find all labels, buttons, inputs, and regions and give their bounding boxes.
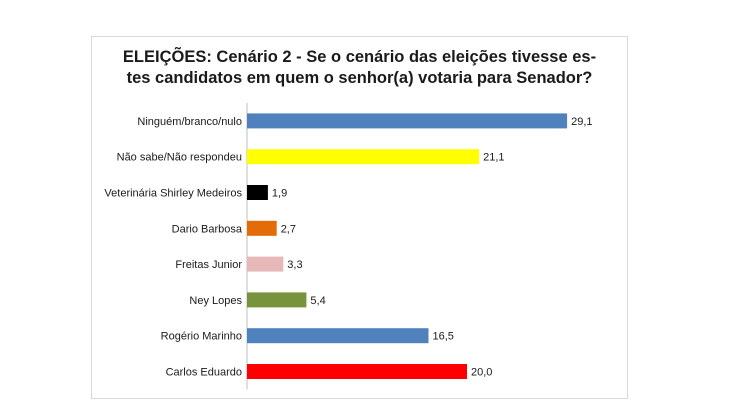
category-label: Não sabe/Não respondeu	[117, 152, 242, 164]
chart-title-line-2: tes candidatos em quem o senhor(a) votar…	[126, 69, 593, 87]
category-label: Carlos Eduardo	[166, 367, 242, 379]
bar	[247, 185, 268, 200]
bar	[247, 292, 307, 308]
bar	[247, 149, 480, 165]
data-label: 1,9	[272, 188, 287, 200]
chart-title: ELEIÇÕES: Cenário 2 - Se o cenário das e…	[91, 47, 628, 89]
bar	[247, 364, 467, 379]
data-label: 3,3	[287, 259, 302, 271]
category-label: Rogério Marinho	[161, 331, 242, 343]
data-label: 16,5	[433, 331, 454, 343]
data-label: 5,4	[310, 295, 325, 307]
data-label: 21,1	[483, 152, 504, 164]
bar	[247, 220, 277, 236]
category-label: Ninguém/branco/nulo	[137, 116, 242, 128]
category-label: Ney Lopes	[189, 295, 242, 307]
bar	[247, 113, 568, 129]
data-label: 2,7	[281, 223, 296, 235]
category-label: Veterinária Shirley Medeiros	[104, 188, 242, 200]
category-label: Freitas Junior	[175, 259, 242, 271]
category-label: Dario Barbosa	[172, 223, 243, 235]
data-label: 20,0	[471, 367, 492, 379]
chart-title-line-1: ELEIÇÕES: Cenário 2 - Se o cenário das e…	[122, 48, 597, 66]
data-label: 29,1	[571, 116, 592, 128]
bar	[247, 328, 429, 344]
bar	[247, 256, 284, 272]
